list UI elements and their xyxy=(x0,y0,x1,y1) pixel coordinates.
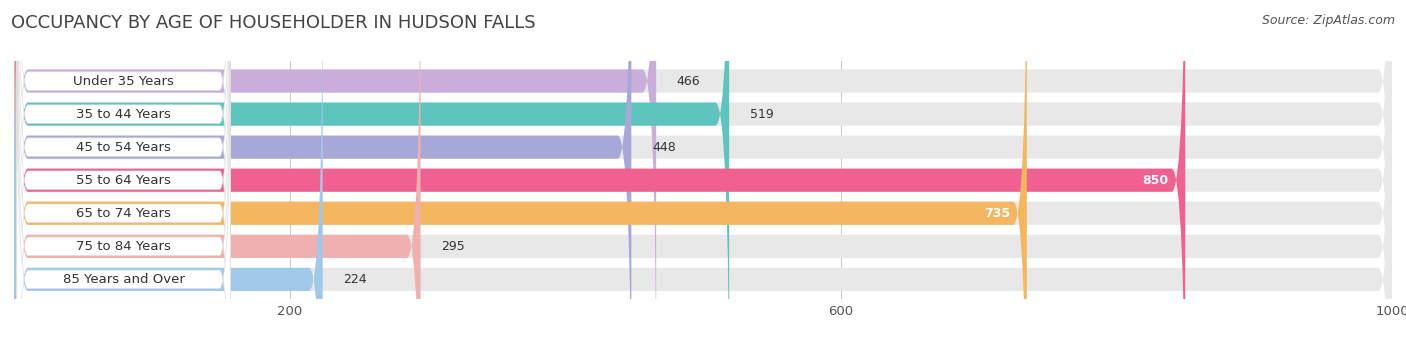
FancyBboxPatch shape xyxy=(14,0,1392,340)
FancyBboxPatch shape xyxy=(17,0,231,340)
FancyBboxPatch shape xyxy=(17,0,231,340)
FancyBboxPatch shape xyxy=(14,0,420,340)
Text: 466: 466 xyxy=(676,74,700,87)
Text: Under 35 Years: Under 35 Years xyxy=(73,74,174,87)
Text: 735: 735 xyxy=(984,207,1011,220)
FancyBboxPatch shape xyxy=(17,0,231,340)
FancyBboxPatch shape xyxy=(17,0,231,340)
FancyBboxPatch shape xyxy=(14,0,1392,340)
Text: 85 Years and Over: 85 Years and Over xyxy=(63,273,184,286)
FancyBboxPatch shape xyxy=(17,0,231,340)
Text: 850: 850 xyxy=(1143,174,1168,187)
Text: Source: ZipAtlas.com: Source: ZipAtlas.com xyxy=(1261,14,1395,27)
FancyBboxPatch shape xyxy=(17,24,231,340)
FancyBboxPatch shape xyxy=(14,0,1392,340)
FancyBboxPatch shape xyxy=(14,0,323,340)
Text: 295: 295 xyxy=(441,240,465,253)
FancyBboxPatch shape xyxy=(14,0,730,340)
Text: 224: 224 xyxy=(343,273,367,286)
Text: 55 to 64 Years: 55 to 64 Years xyxy=(76,174,172,187)
Text: OCCUPANCY BY AGE OF HOUSEHOLDER IN HUDSON FALLS: OCCUPANCY BY AGE OF HOUSEHOLDER IN HUDSO… xyxy=(11,14,536,32)
FancyBboxPatch shape xyxy=(14,0,1392,340)
FancyBboxPatch shape xyxy=(17,0,231,336)
Text: 75 to 84 Years: 75 to 84 Years xyxy=(76,240,172,253)
FancyBboxPatch shape xyxy=(14,0,1392,340)
FancyBboxPatch shape xyxy=(14,0,657,340)
Text: 65 to 74 Years: 65 to 74 Years xyxy=(76,207,172,220)
Text: 519: 519 xyxy=(749,107,773,121)
FancyBboxPatch shape xyxy=(14,0,1392,340)
Text: 45 to 54 Years: 45 to 54 Years xyxy=(76,141,172,154)
FancyBboxPatch shape xyxy=(14,0,1392,340)
FancyBboxPatch shape xyxy=(14,0,1026,340)
FancyBboxPatch shape xyxy=(14,0,1185,340)
Text: 35 to 44 Years: 35 to 44 Years xyxy=(76,107,172,121)
FancyBboxPatch shape xyxy=(14,0,631,340)
Text: 448: 448 xyxy=(652,141,676,154)
